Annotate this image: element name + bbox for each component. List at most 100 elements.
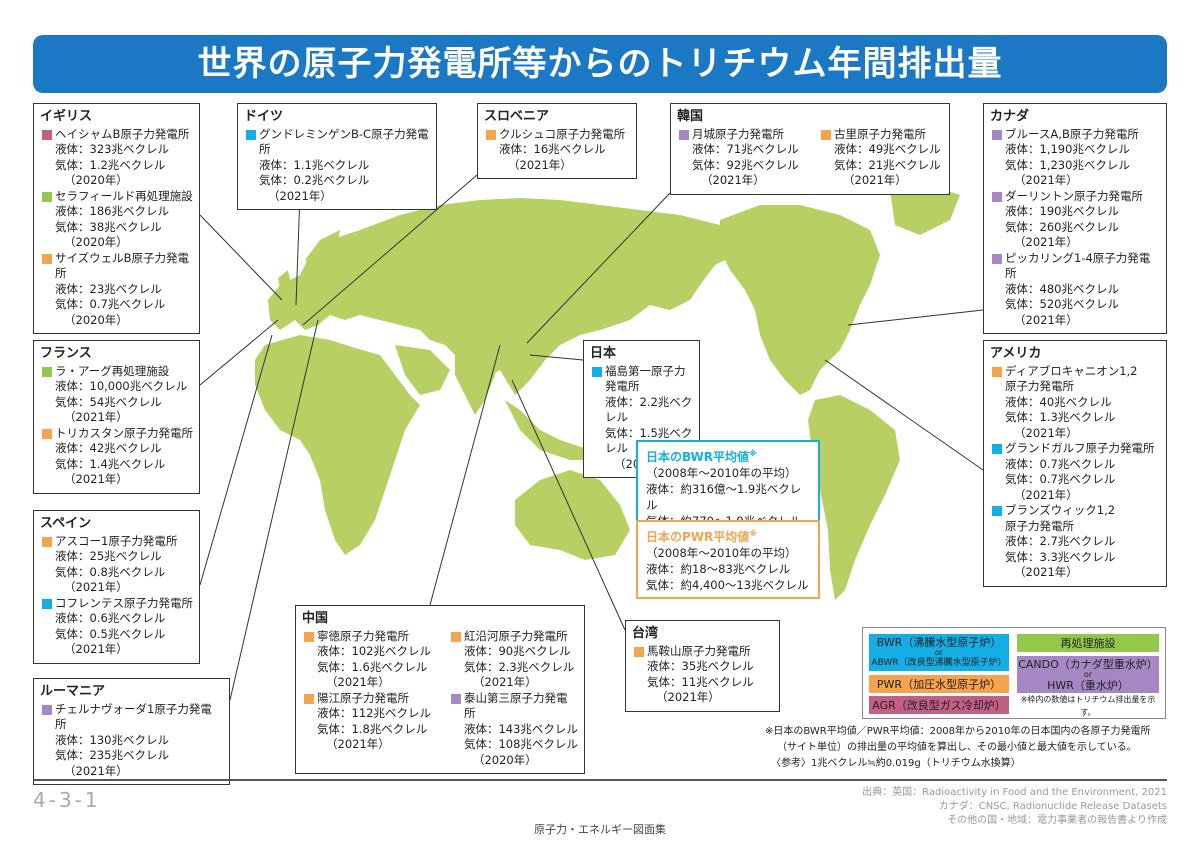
legend-bwr: BWR（沸騰水型原子炉） or ABWR（改良型沸騰水型原子炉） (869, 634, 1009, 671)
average-period: （2008年～2010年の平均） (646, 546, 797, 560)
average-title: 日本のBWR平均値※ (646, 446, 810, 465)
reactor-type-marker-PWR (486, 129, 496, 140)
legend-agr: AGR（改良型ガス冷却炉） (869, 696, 1009, 714)
plant-list: ヘイシャムB原子力発電所 液体：323兆ベクレル 気体：1.2兆ベクレル （2020年… (40, 127, 193, 329)
gas-value: 気体：11兆ベクレル (647, 674, 754, 689)
plant-name-text: 月城原子力発電所 (692, 126, 784, 141)
liquid-value: 液体：23兆ベクレル (55, 281, 162, 296)
plant-entry: チェルナヴォーダ1原子力発電所 液体：130兆ベクレル 気体：235兆ベクレル （20… (40, 702, 223, 780)
reactor-type-marker-PWR (42, 428, 52, 439)
japan-island (535, 320, 556, 362)
plant-name: セラフィールド再処理施設 (40, 189, 193, 205)
legend-bwr-label: BWR（沸騰水型原子炉） (876, 635, 1002, 649)
reactor-type-marker-BWR (592, 366, 602, 377)
gas-value: 気体：0.2兆ベクレル (259, 173, 370, 187)
plant-name-text: クルシュコ原子力発電所 (499, 126, 626, 141)
plant-name: ラ・アーグ再処理施設 (40, 364, 193, 380)
year: （2021年） (1014, 487, 1078, 502)
plant-name: グランドガルフ原子力発電所 (990, 441, 1160, 457)
japan-bwr-average-box: 日本のBWR平均値※ （2008年～2010年の平均） 液体：約316億～1.9兆ベ… (636, 440, 820, 535)
plant-list: 寧徳原子力発電所 液体：102兆ベクレル 気体：1.6兆ベクレル （2021年） 紅沿河… (302, 629, 578, 769)
plant-entry: セラフィールド再処理施設 液体：186兆ベクレル 気体：38兆ベクレル （2020年） (40, 189, 193, 251)
north-america (720, 205, 880, 395)
liquid-value: 液体：約18～83兆ベクレル (646, 562, 791, 576)
plant-name-text: 古里原子力発電所 (834, 126, 926, 141)
reactor-type-marker-BWR (42, 598, 52, 609)
footnote-line: （サイト単位）の排出量の平均値を算出し、その最小値と最大値を示している。 (777, 742, 1137, 753)
liquid-value: 液体：102兆ベクレル (317, 644, 431, 658)
gas-value: 気体：92兆ベクレル (692, 157, 799, 172)
liquid-value: 液体：2.7兆ベクレル (1005, 534, 1116, 548)
plant-name-text: ブランズウィック1,2 原子力発電所 (1005, 503, 1116, 533)
plant-name-text: ダーリントン原子力発電所 (1005, 188, 1143, 203)
plant-name-text: 福島第一原子力発電所 (605, 363, 686, 394)
reactor-type-marker-HWR (992, 253, 1002, 264)
legend-bwr-or: or (934, 647, 944, 657)
legend-reprocessing: 再処理施設 (1017, 634, 1159, 652)
plant-name: 馬鞍山原子力発電所 (632, 644, 773, 660)
liquid-value: 液体：1.1兆ベクレル (259, 157, 370, 172)
page-number: 4-3-1 (33, 788, 101, 812)
book-title: 原子力・エネルギー図面集 (534, 823, 666, 836)
plant-entry: ブルースA,B原子力発電所 液体：1,190兆ベクレル 気体：1,230兆ベクレル（… (990, 127, 1160, 189)
liquid-value: 液体：2.2兆ベクレル (605, 394, 693, 425)
legend-pwr: PWR（加圧水型原子炉） (869, 675, 1009, 693)
footnote-line: 〈参考〉1兆ベクレル≒約0.019g（トリチウム水換算） (771, 758, 1021, 769)
liquid-value: 液体：49兆ベクレル (834, 142, 941, 156)
plant-entry: クルシュコ原子力発電所 液体：16兆ベクレル （2021年） (484, 127, 630, 174)
gas-value: 気体：1.6兆ベクレル (317, 659, 428, 674)
arabia-india (395, 345, 495, 415)
footnote-mark: ※ (749, 529, 758, 538)
region-box-germany: ドイツ グンドレミンゲンB-C原子力発電所 液体：1.1兆ベクレル 気体：0.2兆ベク… (237, 103, 437, 210)
plant-name: ピッカリング1-4原子力発電所 (990, 251, 1160, 282)
plant-list: ディアブロキャニオン1,2 原子力発電所 液体：40兆ベクレル 気体：1.3兆ベクレ… (990, 364, 1160, 581)
average-title-text: 日本のBWR平均値 (646, 450, 749, 464)
plant-entry: ラ・アーグ再処理施設 液体：10,000兆ベクレル 気体：54兆ベクレル （2021年… (40, 364, 193, 426)
legend-hwr-or: or (1083, 669, 1093, 679)
reactor-type-marker-PWR (450, 631, 461, 642)
region-box-usa: アメリカ ディアブロキャニオン1,2 原子力発電所 液体：40兆ベクレル 気体：1.3… (983, 340, 1167, 587)
plant-entry: ヘイシャムB原子力発電所 液体：323兆ベクレル 気体：1.2兆ベクレル （2020年… (40, 127, 193, 189)
plant-name: 陽江原子力発電所 (302, 691, 431, 707)
plant-name: ヘイシャムB原子力発電所 (40, 127, 193, 143)
region-name: フランス (40, 346, 92, 361)
region-box-uk: イギリス ヘイシャムB原子力発電所 液体：323兆ベクレル 気体：1.2兆ベクレル （2… (33, 103, 200, 334)
plant-name-text: ブルースA,B原子力発電所 (1005, 126, 1139, 141)
region-name: カナダ (990, 109, 1030, 124)
gas-value: 気体：0.7兆ベクレル (55, 297, 166, 311)
plant-name: 泰山第三原子力発電所 (449, 691, 578, 722)
footnote-line: ※日本のBWR平均値／PWR平均値：2008年から2010年の日本国内の各原子力… (765, 726, 1151, 737)
reactor-type-marker-AGR (42, 129, 52, 140)
plant-name-text: ピッカリング1-4原子力発電所 (1005, 250, 1151, 281)
reactor-type-marker-HWR (450, 693, 461, 704)
year: （2021年） (64, 763, 128, 778)
region-name: 韓国 (677, 109, 704, 124)
divider (33, 779, 1167, 781)
region-box-canada: カナダブルースA,B原子力発電所 液体：1,190兆ベクレル 気体：1,230兆ベク… (983, 103, 1167, 334)
year: （2021年） (508, 157, 572, 172)
average-period: （2008年～2010年の平均） (646, 466, 797, 480)
gas-value: 気体：38兆ベクレル (55, 219, 162, 234)
plant-list: チェルナヴォーダ1原子力発電所 液体：130兆ベクレル 気体：235兆ベクレル （20… (40, 702, 223, 780)
reactor-type-marker-BWR (246, 129, 256, 140)
plant-name: 紅沿河原子力発電所 (449, 629, 578, 645)
gas-value: 気体：0.5兆ベクレル (55, 626, 166, 641)
gas-value: 気体：約4,400～13兆ベクレル (646, 578, 809, 592)
reactor-type-marker-HWR (992, 191, 1002, 202)
plant-name: 寧徳原子力発電所 (302, 629, 431, 645)
plant-list: ブルースA,B原子力発電所 液体：1,190兆ベクレル 気体：1,230兆ベクレル（… (990, 127, 1160, 329)
gas-value: 気体：1.5兆ベクレル (605, 425, 693, 456)
plant-name-text: チェルナヴォーダ1原子力発電所 (55, 701, 212, 732)
liquid-value: 液体：約316億～1.9兆ベクレル (646, 482, 802, 512)
region-box-china: 中国 寧徳原子力発電所 液体：102兆ベクレル 気体：1.6兆ベクレル （2021年）紅… (295, 605, 585, 774)
plant-entry: ディアブロキャニオン1,2 原子力発電所 液体：40兆ベクレル 気体：1.3兆ベクレ… (990, 364, 1160, 442)
year: （2020年） (472, 752, 537, 767)
plant-list: クルシュコ原子力発電所 液体：16兆ベクレル （2021年） (484, 127, 630, 174)
plant-name: グンドレミンゲンB-C原子力発電所 (244, 127, 430, 158)
plant-name: コフレンテス原子力発電所 (40, 596, 193, 612)
plant-name-text: コフレンテス原子力発電所 (55, 595, 193, 610)
year: （2021年） (64, 580, 128, 594)
reactor-type-marker-HWR (992, 129, 1002, 140)
sources: 出典：英国：Radioactivity in Food and the Envi… (862, 786, 1167, 828)
plant-entry: サイズウェルB原子力発電所 液体：23兆ベクレル 気体：0.7兆ベクレル （2020年… (40, 251, 193, 329)
